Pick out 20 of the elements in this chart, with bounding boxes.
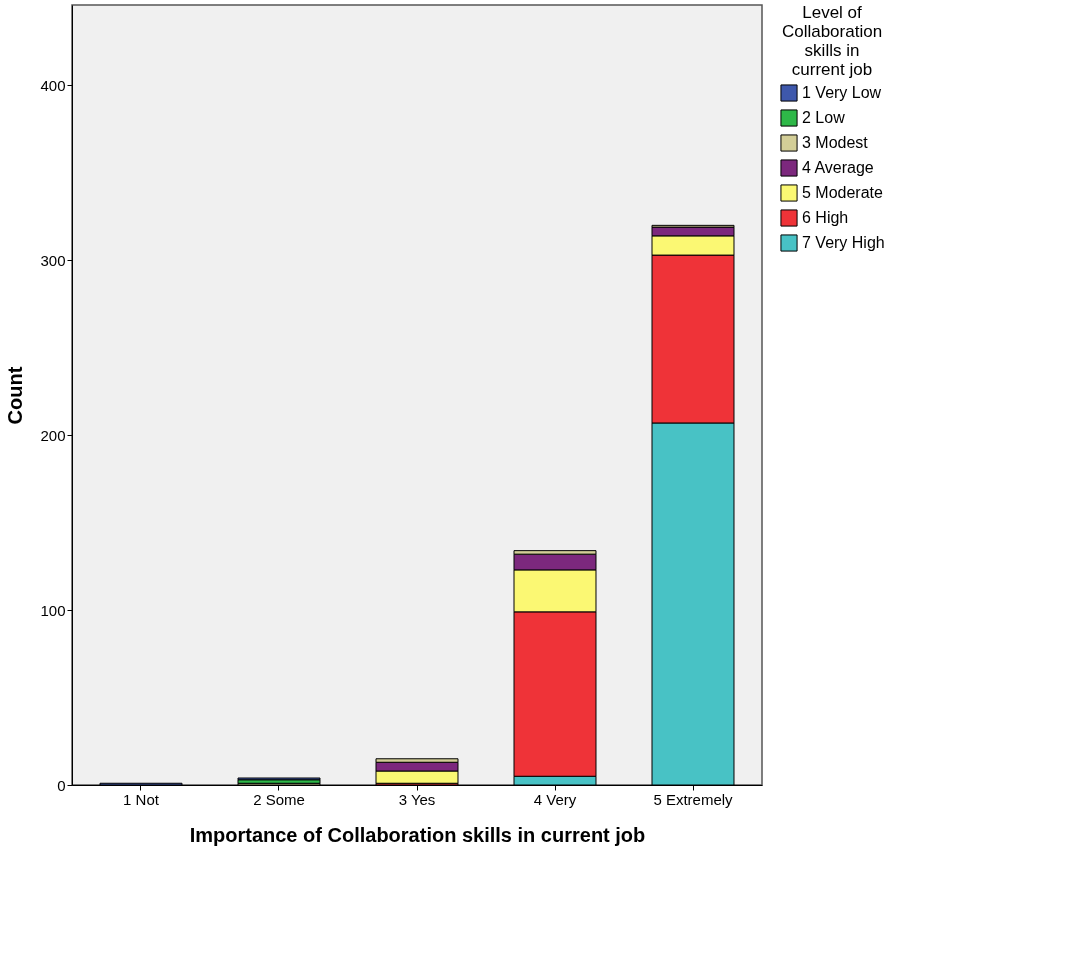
legend-label: 5 Moderate (802, 184, 884, 201)
x-tick-label: 2 Some (253, 790, 305, 808)
y-tick-label: 200 (40, 426, 66, 444)
y-axis-title: Count (4, 366, 27, 425)
x-tick-label: 1 Not (123, 790, 160, 808)
y-tick-label: 300 (40, 251, 66, 269)
y-tick-label: 400 (40, 76, 66, 94)
y-tick-label: 0 (57, 776, 66, 794)
legend-label: 2 Low (802, 109, 846, 126)
x-tick-label: 4 Very (533, 790, 577, 808)
legend-label: 6 High (802, 209, 849, 226)
legend-label: 7 Very High (802, 234, 885, 251)
legend-label: 4 Average (802, 159, 874, 176)
x-tick-label: 5 Extremely (653, 790, 734, 808)
x-tick-label: 3 Yes (398, 790, 436, 808)
legend-title: Level of Collaboration skills in current job (781, 3, 883, 79)
x-axis-title: Importance of Collaboration skills in current job (189, 823, 646, 846)
legend-label: 3 Modest (802, 134, 869, 151)
legend-label: 1 Very Low (802, 84, 882, 101)
y-tick-label: 100 (40, 601, 66, 619)
